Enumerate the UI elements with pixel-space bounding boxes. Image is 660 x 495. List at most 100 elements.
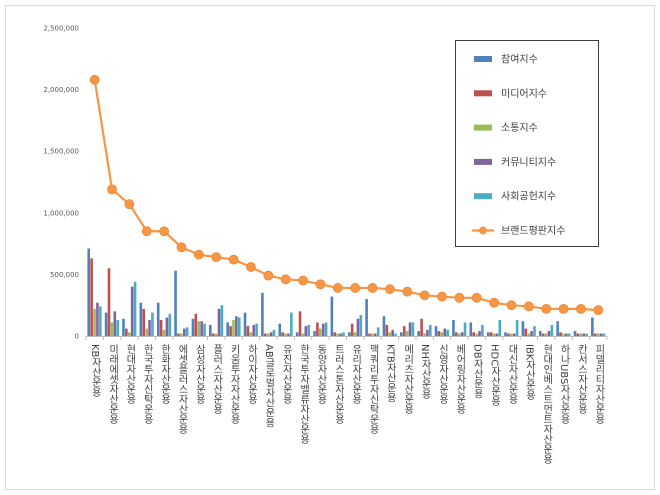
bar: [194, 313, 198, 336]
bar: [110, 322, 114, 336]
category-label: 유진자산운용: [280, 344, 292, 404]
bar: [174, 270, 177, 336]
bar: [264, 333, 267, 336]
bar: [307, 324, 311, 336]
bar: [211, 333, 215, 336]
bar: [197, 321, 201, 336]
line-point: [332, 283, 343, 293]
bar: [269, 332, 273, 336]
bar: [559, 332, 562, 336]
category-label: 신영자산운용: [437, 344, 449, 404]
category-label: 한국투자밸류자산운용: [298, 344, 310, 444]
line-point: [541, 303, 552, 314]
line-point: [193, 249, 204, 260]
legend-label: 커뮤니티지수: [501, 156, 556, 168]
line-point: [489, 297, 500, 308]
bar: [417, 331, 420, 336]
bar: [104, 312, 108, 336]
bar: [512, 333, 516, 336]
bar: [237, 317, 241, 336]
bar: [446, 329, 449, 336]
category-label: 베어링자산운용: [454, 344, 466, 414]
bar: [324, 322, 328, 336]
line-point: [228, 254, 239, 265]
line-point: [454, 292, 465, 303]
bar: [576, 333, 580, 336]
line-point: [315, 279, 326, 290]
category-label: HDC자산운용: [489, 344, 501, 406]
bar: [423, 333, 426, 336]
legend-label: 브랜드평판지수: [501, 225, 565, 237]
bar: [229, 326, 232, 336]
bar: [304, 326, 308, 336]
bar: [113, 311, 117, 336]
bar: [365, 299, 368, 336]
bar: [443, 328, 447, 336]
bar: [252, 324, 256, 336]
bar: [391, 329, 394, 336]
bar: [538, 331, 542, 336]
bar: [388, 332, 392, 336]
bar: [596, 333, 600, 336]
category-label: 에셋플러스자산운용: [176, 344, 188, 434]
y-tick-label: 500,000: [50, 271, 79, 279]
category-label: 트러스톤자산운용: [332, 344, 344, 424]
bar: [374, 333, 377, 336]
line-point: [558, 303, 569, 314]
bar: [495, 333, 499, 336]
bar: [182, 328, 186, 336]
bar: [463, 322, 467, 336]
line-point: [263, 270, 274, 281]
legend-label: 사회공헌지수: [501, 191, 556, 203]
bar: [408, 322, 412, 336]
bar: [232, 319, 235, 336]
bar: [556, 321, 559, 336]
bar: [492, 333, 496, 336]
bar: [266, 333, 270, 336]
line-point: [211, 252, 222, 263]
bar: [220, 305, 224, 336]
category-label: 맥쿼리투자신탁운용: [367, 344, 379, 434]
legend-swatch: [474, 124, 492, 131]
category-label: KTB자산운용: [384, 344, 396, 403]
bar: [133, 281, 137, 336]
category-label: 피델리티자산운용: [593, 344, 605, 424]
bar: [246, 326, 250, 336]
bar: [125, 328, 128, 336]
bar: [330, 296, 334, 336]
bar: [599, 333, 603, 336]
category-label: 한국투자신탁운용: [141, 344, 153, 424]
bar: [452, 319, 455, 336]
bar: [96, 302, 99, 336]
bar: [151, 312, 154, 336]
line-point: [176, 242, 187, 253]
bar: [541, 333, 545, 336]
bar: [200, 321, 203, 336]
bar: [278, 323, 282, 336]
bar: [122, 318, 125, 336]
legend-swatch: [474, 56, 492, 62]
bar: [226, 322, 229, 336]
category-label: 현대자산운용: [124, 344, 136, 404]
bar: [573, 331, 577, 336]
legend-label: 소통지수: [501, 122, 538, 134]
legend-box: [455, 40, 599, 247]
line-point: [523, 301, 534, 312]
line-point: [124, 199, 135, 210]
bar: [284, 333, 287, 336]
category-label: 하나UBS자산운용: [558, 343, 570, 425]
bar: [368, 333, 371, 336]
category-label: KB자산운용: [89, 344, 101, 397]
bar: [93, 308, 96, 336]
legend-swatch: [474, 158, 492, 165]
bar: [235, 316, 238, 336]
line-point: [402, 286, 413, 297]
bar: [127, 332, 131, 336]
bar: [460, 332, 464, 336]
bar: [145, 328, 148, 336]
bar: [301, 333, 305, 336]
bar: [550, 324, 554, 336]
category-label: 미래에셋자산운용: [107, 344, 119, 424]
category-label: 플러스자산운용: [211, 344, 223, 414]
